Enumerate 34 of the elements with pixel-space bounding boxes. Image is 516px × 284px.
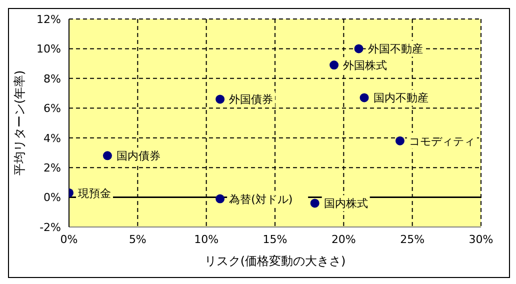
annotation: 外国債券 [229, 93, 274, 106]
x-tick-label: 30% [468, 232, 494, 246]
x-tick-label: 25% [400, 232, 425, 246]
x-tick-label: 10% [194, 232, 219, 246]
annotation: 外国株式 [343, 59, 388, 72]
x-tick-label: 5% [128, 232, 146, 246]
point [330, 60, 339, 70]
x-axis-title: リスク(価格変動の大きさ) [204, 254, 346, 268]
y-tick-label: 4% [44, 132, 61, 145]
annotation: 現預金 [78, 186, 111, 200]
point [216, 194, 225, 204]
annotation: 為替(対ドル) [229, 192, 293, 206]
point [360, 93, 369, 102]
y-tick-label: 12% [36, 12, 61, 26]
y-tick-label: 2% [44, 161, 61, 174]
y-tick-label: -2% [40, 220, 61, 234]
x-tick-label: 15% [262, 232, 288, 246]
point [216, 94, 225, 104]
y-tick-label: 0% [44, 191, 61, 204]
annotation: 国内株式 [324, 197, 368, 210]
point [102, 151, 112, 160]
point [395, 136, 404, 146]
y-tick-label: 8% [44, 72, 61, 86]
point [310, 198, 320, 208]
annotation: 国内債券 [116, 150, 160, 163]
y-axis-title: 平均リターン(年率) [12, 70, 26, 176]
y-tick-label: 6% [44, 102, 61, 116]
y-tick-label: 10% [36, 42, 61, 56]
x-tick-label: 0% [60, 232, 78, 246]
x-tick-label: 20% [331, 232, 356, 246]
annotation: 外国不動産 [368, 42, 423, 56]
annotation: コモディティ [408, 134, 475, 148]
point [354, 44, 364, 54]
annotation: 国内不動産 [373, 92, 428, 105]
